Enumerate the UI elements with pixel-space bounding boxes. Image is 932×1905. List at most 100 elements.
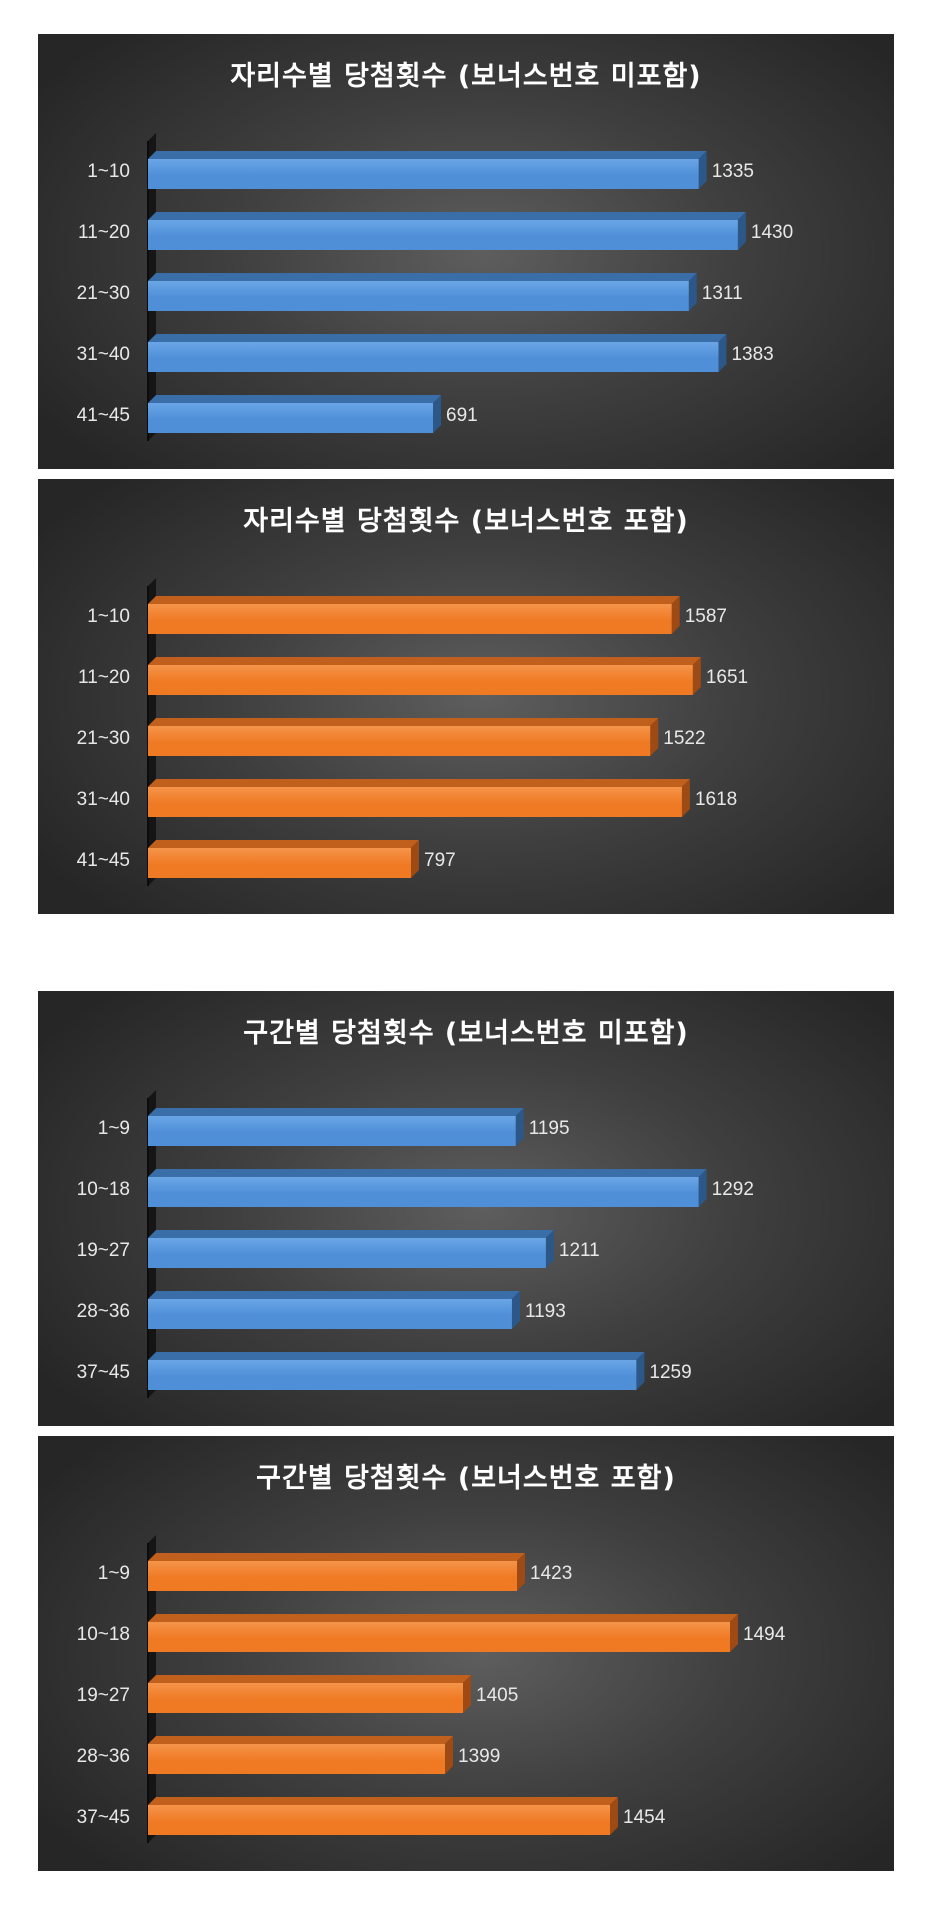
bar-side <box>730 1614 738 1652</box>
data-label: 797 <box>424 850 456 871</box>
bar-top <box>148 273 697 281</box>
category-label: 1~10 <box>87 161 130 182</box>
data-label: 1405 <box>476 1685 518 1706</box>
chart-svg: 1~9 1195 10~18 1292 19~27 1211 28~36 1193 37~45 1… <box>77 1090 754 1398</box>
bar-top <box>148 840 420 848</box>
bar <box>148 1360 637 1390</box>
data-label: 1211 <box>559 1240 600 1261</box>
category-label: 31~40 <box>77 344 130 365</box>
data-label: 1651 <box>706 667 748 688</box>
category-label: 10~18 <box>77 1624 130 1645</box>
bar-top <box>148 1291 520 1299</box>
category-label: 21~30 <box>77 283 130 304</box>
bar-top <box>148 1230 554 1238</box>
data-label: 1193 <box>525 1301 566 1322</box>
bar <box>148 1238 546 1268</box>
chart-panel-4: 구간별 당첨횟수 (보너스번호 포함) 1~9 1423 10~18 1494 19~2… <box>38 1436 894 1871</box>
bar <box>148 342 719 372</box>
data-label: 1195 <box>529 1118 570 1139</box>
bar-top <box>148 395 442 403</box>
chart-svg: 1~10 1587 11~20 1651 21~30 1522 31~40 1618 41~45… <box>77 578 748 886</box>
bar-top <box>148 779 690 787</box>
data-label: 1587 <box>685 606 727 627</box>
bar-top <box>148 1675 471 1683</box>
category-label: 11~20 <box>78 222 130 243</box>
bar-top <box>148 334 727 342</box>
category-label: 28~36 <box>77 1301 130 1322</box>
bar <box>148 1299 512 1329</box>
bar-side <box>445 1736 453 1774</box>
chart-svg: 1~9 1423 10~18 1494 19~27 1405 28~36 1399 37~45 1… <box>77 1535 786 1843</box>
bar <box>148 1622 730 1652</box>
bar <box>148 1177 699 1207</box>
bar-side <box>545 1230 554 1268</box>
bar-side <box>671 596 680 634</box>
bar-top <box>148 1553 525 1561</box>
bar-top <box>148 1736 453 1744</box>
category-label: 21~30 <box>77 728 130 749</box>
category-label: 28~36 <box>77 1746 130 1767</box>
bar <box>148 1744 445 1774</box>
bar-top <box>148 657 701 665</box>
bar <box>148 220 738 250</box>
chart-svg: 1~10 1335 11~20 1430 21~30 1311 31~40 1383 41~45… <box>77 133 793 441</box>
bar <box>148 1683 463 1713</box>
data-label: 1399 <box>458 1746 500 1767</box>
bar <box>148 787 682 817</box>
chart-panel-1: 자리수별 당첨횟수 (보너스번호 미포함) 1~10 1335 11~20 1430 2… <box>38 34 894 469</box>
category-label: 41~45 <box>77 405 130 426</box>
category-label: 37~45 <box>77 1807 130 1828</box>
data-label: 1311 <box>702 283 743 304</box>
bar-side <box>681 779 690 817</box>
data-label: 1383 <box>731 344 773 365</box>
bar-top <box>148 596 680 604</box>
chart-title: 구간별 당첨횟수 (보너스번호 미포함) <box>243 1018 689 1049</box>
data-label: 1335 <box>712 161 754 182</box>
bar <box>148 403 434 433</box>
bar-side <box>511 1291 520 1329</box>
data-label: 1430 <box>751 222 793 243</box>
bar <box>148 1116 516 1146</box>
data-label: 1423 <box>530 1563 572 1584</box>
chart-title: 자리수별 당첨횟수 (보너스번호 포함) <box>243 506 689 537</box>
bar <box>148 159 699 189</box>
bar-top <box>148 1614 738 1622</box>
bar-side <box>636 1352 645 1390</box>
bar <box>148 281 689 311</box>
bar-side <box>610 1797 618 1835</box>
category-label: 1~9 <box>98 1118 130 1139</box>
data-label: 1494 <box>743 1624 786 1645</box>
bar-top <box>148 1108 524 1116</box>
data-label: 1618 <box>695 789 737 810</box>
bar <box>148 1561 517 1591</box>
data-label: 1522 <box>663 728 705 749</box>
chart-panel-3: 구간별 당첨횟수 (보너스번호 미포함) 1~9 1195 10~18 1292 19~… <box>38 991 894 1426</box>
bar <box>148 726 651 756</box>
bar-side <box>737 212 746 250</box>
category-label: 1~9 <box>98 1563 130 1584</box>
category-label: 19~27 <box>77 1240 130 1261</box>
bar-top <box>148 718 659 726</box>
category-label: 11~20 <box>78 667 130 688</box>
chart-title: 자리수별 당첨횟수 (보너스번호 미포함) <box>230 61 702 92</box>
bar <box>148 1805 610 1835</box>
bar-top <box>148 1169 707 1177</box>
bar <box>148 604 672 634</box>
data-label: 1259 <box>649 1362 691 1383</box>
bar-top <box>148 1797 618 1805</box>
bar-side <box>517 1553 525 1591</box>
chart-panel-2: 자리수별 당첨횟수 (보너스번호 포함) 1~10 1587 11~20 1651 21… <box>38 479 894 914</box>
chart-title: 구간별 당첨횟수 (보너스번호 포함) <box>256 1463 676 1494</box>
data-label: 1292 <box>712 1179 754 1200</box>
category-label: 10~18 <box>77 1179 130 1200</box>
bar-side <box>698 151 707 189</box>
data-label: 691 <box>446 405 478 426</box>
bar-side <box>650 718 659 756</box>
bar-side <box>688 273 697 311</box>
bar-side <box>692 657 701 695</box>
bar <box>148 848 412 878</box>
bar-side <box>433 395 442 433</box>
category-label: 41~45 <box>77 850 130 871</box>
bar-top <box>148 1352 645 1360</box>
category-label: 19~27 <box>77 1685 130 1706</box>
